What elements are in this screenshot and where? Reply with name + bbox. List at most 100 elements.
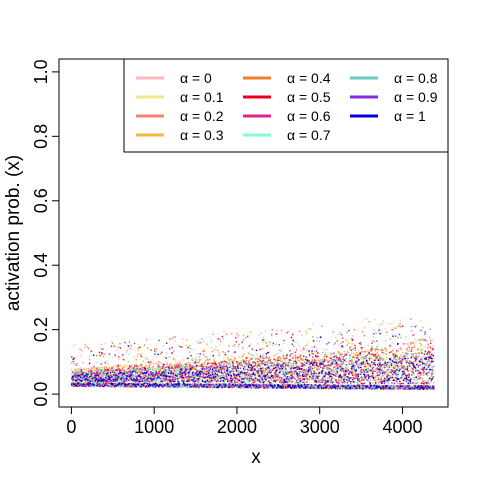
data-point xyxy=(304,374,306,376)
data-point xyxy=(170,381,173,383)
data-point xyxy=(148,366,151,368)
data-point xyxy=(367,344,370,347)
data-point xyxy=(117,377,119,379)
data-point xyxy=(114,374,116,376)
data-point xyxy=(135,365,138,367)
data-point xyxy=(97,385,99,387)
data-point xyxy=(336,339,339,342)
data-point xyxy=(111,342,114,344)
data-point xyxy=(416,349,418,351)
data-point xyxy=(85,371,88,373)
data-point xyxy=(365,367,368,370)
data-point xyxy=(211,383,214,385)
data-point xyxy=(87,368,90,370)
data-point xyxy=(385,350,388,352)
data-point xyxy=(265,342,267,344)
data-point xyxy=(313,371,315,373)
data-point xyxy=(237,375,239,377)
data-point xyxy=(217,377,219,380)
data-point xyxy=(218,375,221,378)
data-point xyxy=(223,364,225,366)
data-point xyxy=(372,374,374,376)
data-point xyxy=(373,359,375,361)
data-point xyxy=(268,357,270,359)
data-point xyxy=(403,375,405,377)
data-point xyxy=(312,372,314,375)
data-point xyxy=(246,371,248,374)
data-point xyxy=(92,374,94,377)
data-point xyxy=(235,341,237,343)
data-point xyxy=(273,354,276,356)
data-point xyxy=(325,360,327,362)
data-point xyxy=(344,378,346,380)
data-point xyxy=(416,379,418,381)
data-point xyxy=(259,359,261,362)
data-point xyxy=(164,378,166,380)
data-point xyxy=(111,370,113,372)
data-point xyxy=(367,351,370,353)
data-point xyxy=(269,365,272,367)
data-point xyxy=(377,381,380,384)
data-point xyxy=(95,354,98,357)
data-point xyxy=(98,354,101,356)
data-point xyxy=(315,360,317,362)
data-point xyxy=(370,348,372,350)
data-point xyxy=(227,359,229,361)
data-point xyxy=(109,385,111,387)
data-point xyxy=(358,342,361,345)
data-point xyxy=(151,360,153,362)
data-point xyxy=(400,348,402,350)
data-point xyxy=(226,364,228,366)
data-point xyxy=(121,369,123,371)
data-point xyxy=(137,355,139,357)
data-point xyxy=(286,386,288,389)
data-point xyxy=(249,386,251,388)
data-point xyxy=(297,356,299,359)
data-point xyxy=(327,359,329,361)
data-point xyxy=(400,382,403,385)
data-point xyxy=(120,370,122,372)
data-point xyxy=(339,354,342,357)
data-point xyxy=(102,377,104,379)
data-point xyxy=(127,371,130,373)
data-point xyxy=(154,367,156,370)
data-point xyxy=(257,357,259,359)
data-point xyxy=(372,353,374,355)
data-point xyxy=(172,376,174,378)
data-point xyxy=(228,385,230,387)
data-point xyxy=(276,330,278,332)
data-point xyxy=(113,367,115,370)
data-point xyxy=(369,359,371,361)
data-point xyxy=(406,346,408,349)
data-point xyxy=(258,364,260,366)
data-point xyxy=(128,373,130,376)
data-point xyxy=(401,382,404,385)
data-point xyxy=(312,369,315,372)
data-point xyxy=(192,362,194,364)
data-point xyxy=(129,385,132,387)
data-point xyxy=(145,375,147,377)
data-point xyxy=(387,322,389,325)
data-point xyxy=(243,340,245,342)
data-point xyxy=(175,375,177,378)
data-point xyxy=(310,352,313,354)
data-point xyxy=(239,387,241,389)
data-point xyxy=(373,347,375,349)
data-point xyxy=(202,374,204,376)
data-point xyxy=(116,372,118,374)
data-point xyxy=(246,363,249,365)
data-point xyxy=(317,357,319,360)
data-point xyxy=(390,363,393,365)
data-point xyxy=(232,359,234,362)
data-point xyxy=(266,345,268,347)
data-point xyxy=(195,379,198,382)
data-point xyxy=(123,358,125,360)
data-point xyxy=(250,374,253,376)
data-point xyxy=(414,343,417,345)
data-point xyxy=(209,378,211,380)
data-point xyxy=(333,366,335,369)
data-point xyxy=(273,372,276,375)
data-point xyxy=(369,363,371,365)
data-point xyxy=(409,345,411,348)
data-point xyxy=(356,357,358,359)
